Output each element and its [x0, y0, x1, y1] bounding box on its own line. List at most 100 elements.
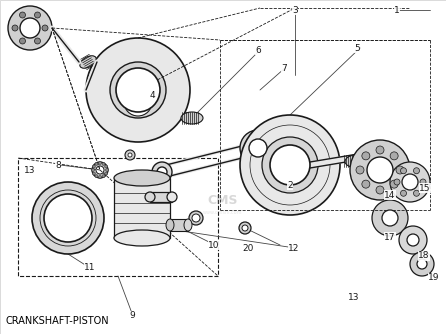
Circle shape — [92, 165, 95, 168]
Circle shape — [44, 194, 92, 242]
Bar — [150, 192, 172, 202]
Text: 13: 13 — [348, 293, 360, 302]
Circle shape — [92, 172, 95, 175]
Circle shape — [399, 226, 427, 254]
Ellipse shape — [114, 170, 170, 186]
Circle shape — [95, 175, 98, 178]
Text: 7: 7 — [281, 63, 287, 72]
Circle shape — [125, 150, 135, 160]
Circle shape — [104, 172, 107, 175]
Text: 3: 3 — [292, 5, 298, 14]
Circle shape — [86, 38, 190, 142]
Circle shape — [372, 200, 408, 236]
Text: 18: 18 — [418, 252, 430, 261]
Circle shape — [132, 96, 144, 108]
Circle shape — [157, 167, 167, 177]
Circle shape — [417, 259, 427, 269]
Circle shape — [356, 166, 364, 174]
Circle shape — [104, 165, 107, 168]
Text: CRANKSHAFT-PISTON: CRANKSHAFT-PISTON — [5, 316, 109, 326]
Text: 13: 13 — [24, 166, 36, 174]
Ellipse shape — [345, 155, 365, 167]
Circle shape — [376, 186, 384, 194]
Circle shape — [410, 252, 434, 276]
Circle shape — [116, 68, 160, 112]
Circle shape — [110, 62, 166, 118]
Circle shape — [367, 157, 393, 183]
Text: 9: 9 — [129, 312, 135, 321]
Text: 6: 6 — [255, 45, 261, 54]
Text: 11: 11 — [84, 264, 96, 273]
Circle shape — [34, 12, 41, 18]
Text: 20: 20 — [242, 243, 254, 253]
Bar — [114, 178, 170, 238]
Bar — [170, 219, 188, 231]
Circle shape — [96, 166, 104, 174]
Circle shape — [124, 88, 152, 116]
Text: www.cmsnl.com: www.cmsnl.com — [203, 209, 243, 214]
Circle shape — [249, 139, 267, 157]
Circle shape — [242, 225, 248, 231]
Ellipse shape — [181, 112, 203, 124]
Circle shape — [373, 163, 387, 177]
Circle shape — [390, 180, 398, 188]
Circle shape — [12, 25, 18, 31]
Text: 4: 4 — [149, 91, 155, 100]
Circle shape — [99, 162, 102, 165]
Circle shape — [192, 214, 200, 222]
Circle shape — [92, 162, 108, 178]
Text: 10: 10 — [208, 240, 220, 249]
Circle shape — [95, 162, 98, 165]
Circle shape — [401, 190, 406, 196]
Ellipse shape — [184, 219, 192, 231]
Circle shape — [34, 38, 41, 44]
Circle shape — [48, 198, 88, 238]
Circle shape — [189, 211, 203, 225]
Circle shape — [350, 140, 410, 200]
Circle shape — [402, 174, 418, 190]
Circle shape — [106, 168, 108, 171]
Circle shape — [262, 137, 318, 193]
Circle shape — [362, 180, 370, 188]
Circle shape — [390, 162, 430, 202]
Circle shape — [376, 146, 384, 154]
Circle shape — [276, 151, 304, 179]
Circle shape — [413, 168, 420, 174]
Circle shape — [42, 25, 48, 31]
Text: 1: 1 — [394, 5, 400, 14]
Circle shape — [396, 166, 404, 174]
Bar — [18, 158, 218, 276]
Ellipse shape — [166, 219, 174, 231]
Circle shape — [25, 23, 35, 33]
Circle shape — [240, 130, 276, 166]
Text: 15: 15 — [419, 183, 431, 192]
Circle shape — [32, 182, 104, 254]
Circle shape — [413, 190, 420, 196]
Ellipse shape — [80, 56, 96, 68]
Circle shape — [152, 162, 172, 182]
Circle shape — [390, 152, 398, 160]
Circle shape — [102, 175, 105, 178]
Circle shape — [99, 175, 102, 178]
Circle shape — [102, 162, 105, 165]
Circle shape — [420, 179, 426, 185]
Text: 5: 5 — [354, 43, 360, 52]
Ellipse shape — [114, 230, 170, 246]
Circle shape — [20, 38, 25, 44]
Circle shape — [407, 234, 419, 246]
Circle shape — [239, 222, 251, 234]
Circle shape — [128, 153, 132, 157]
Text: 14: 14 — [384, 190, 396, 199]
Circle shape — [240, 115, 340, 215]
Text: CMS: CMS — [208, 193, 238, 206]
Circle shape — [362, 152, 370, 160]
Circle shape — [401, 168, 406, 174]
Text: 17: 17 — [384, 232, 396, 241]
Circle shape — [8, 6, 52, 50]
Text: 2: 2 — [287, 180, 293, 189]
Ellipse shape — [167, 192, 177, 202]
Circle shape — [91, 168, 95, 171]
Circle shape — [382, 210, 398, 226]
Circle shape — [124, 76, 152, 104]
Text: 8: 8 — [55, 161, 61, 169]
